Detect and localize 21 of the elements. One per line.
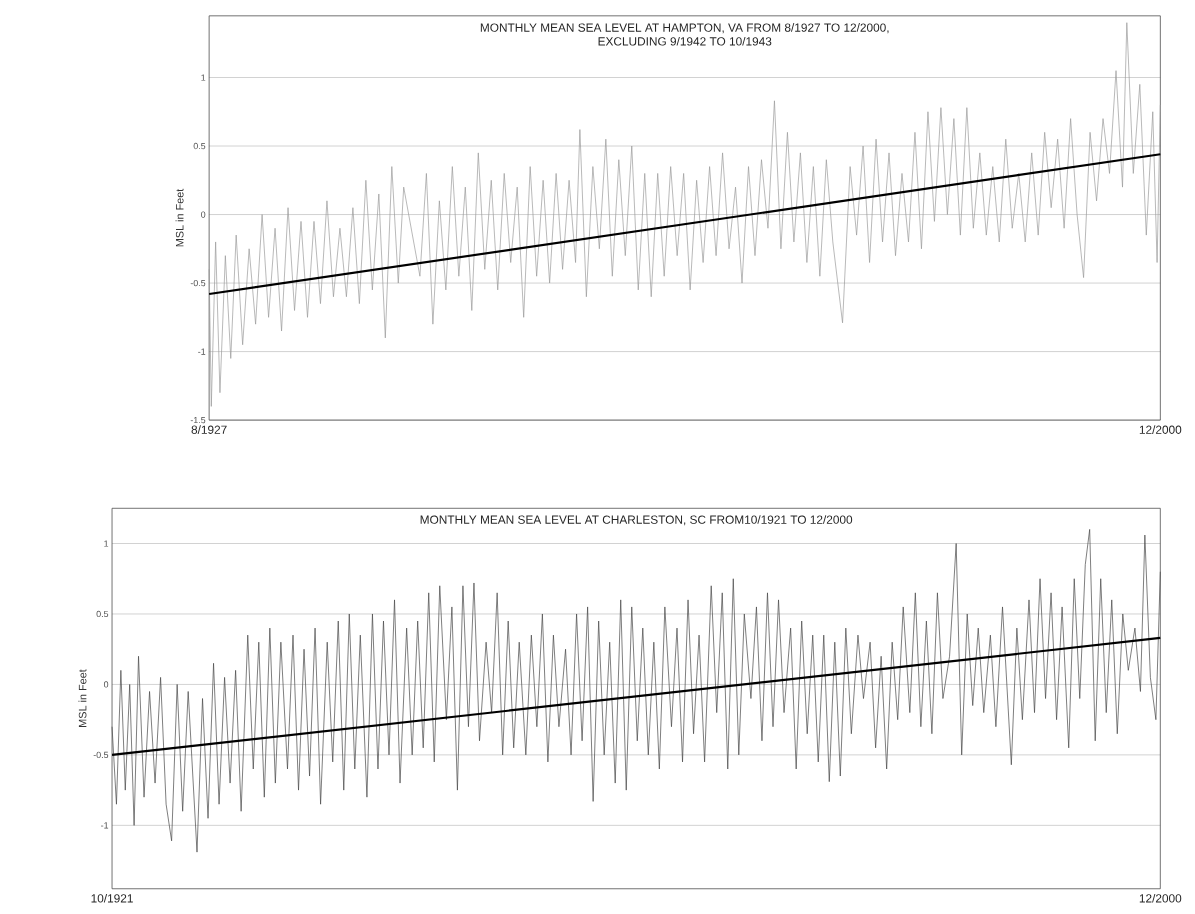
x-tick-label: 12/2000 — [1139, 425, 1182, 435]
text: EXCLUDING 9/1942 TO 10/1943 — [598, 37, 772, 46]
y-tick-label: -0.5 — [93, 751, 109, 759]
y-axis-title: MSL in Feet — [175, 189, 184, 247]
y-tick-label: -1 — [101, 822, 109, 829]
x-tick-label: 8/1927 — [191, 425, 227, 435]
y-axis-title: MSL in Feet — [78, 669, 87, 728]
y-tick-label: -1.5 — [190, 417, 206, 424]
y-tick-label: -0.5 — [190, 280, 206, 287]
x-tick-label: 10/1921 — [91, 894, 133, 903]
x-tick-label: 12/2000 — [1139, 894, 1182, 903]
y-tick-label: 0.5 — [96, 611, 109, 618]
y-tick-label: 0.5 — [193, 143, 206, 150]
y-tick-label: 1 — [201, 74, 206, 81]
text: MONTHLY MEAN SEA LEVEL AT HAMPTON, VA FROM 8/1927 TO 12/2000, — [480, 23, 889, 34]
y-tick-label: 0 — [201, 211, 206, 218]
line-series — [208, 22, 1161, 407]
y-tick-label: 1 — [104, 540, 109, 547]
y-tick-label: 0 — [103, 681, 109, 688]
text: MONTHLY MEAN SEA LEVEL AT CHARLESTON, SC FROM10/1921 TO 12/2000 — [420, 515, 853, 526]
y-tick-label: -1 — [198, 348, 206, 355]
